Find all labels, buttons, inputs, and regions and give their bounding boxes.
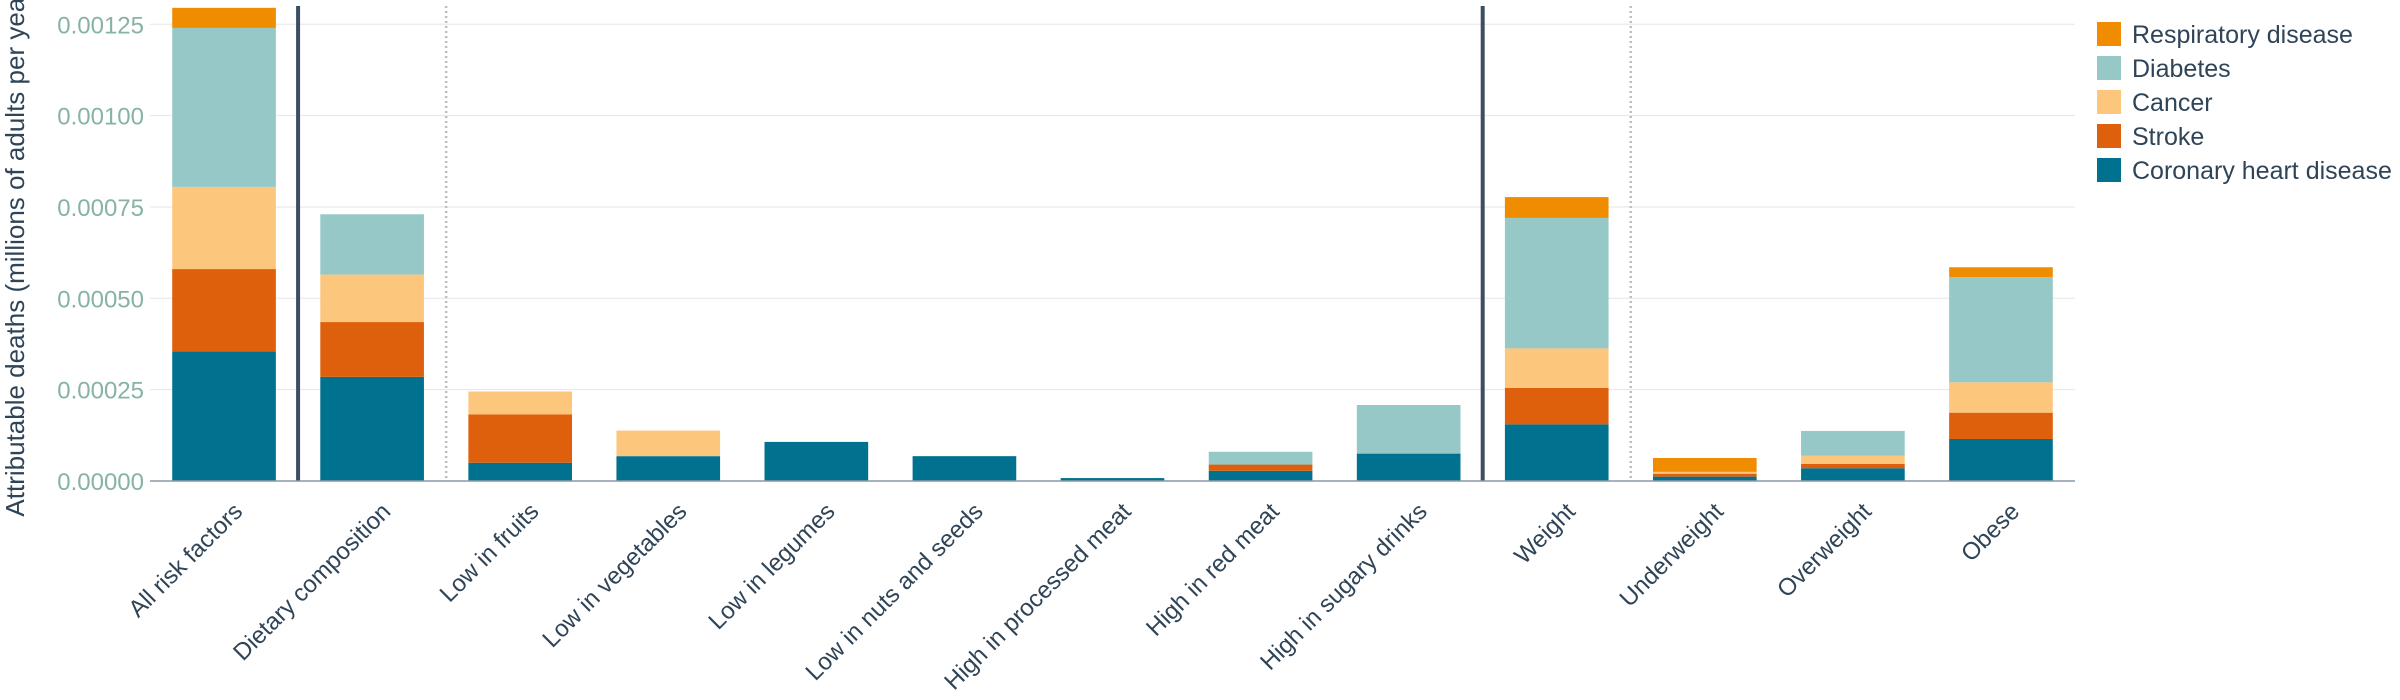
y-tick-label: 0.00000 <box>57 469 144 496</box>
bar-segment <box>320 376 424 481</box>
y-tick-label: 0.00075 <box>57 195 144 222</box>
y-tick-label: 0.00125 <box>57 12 144 39</box>
y-tick-label: 0.00100 <box>57 104 144 131</box>
x-tick-label: Weight <box>1509 498 1581 570</box>
bar-segment <box>1801 463 1905 469</box>
x-tick-label: Obese <box>1956 498 2025 567</box>
bar-segment <box>172 27 276 187</box>
y-tick-label: 0.00025 <box>57 378 144 405</box>
bar-segment <box>616 456 721 481</box>
bar-segment <box>1801 455 1905 464</box>
legend-label: Respiratory disease <box>2132 21 2353 49</box>
bar-segment <box>320 322 424 377</box>
bar-segment <box>1949 277 2053 383</box>
legend-swatch <box>2097 56 2121 80</box>
bar-segment <box>1801 430 1905 456</box>
bar-segment <box>172 351 276 481</box>
bar-segment <box>1208 451 1313 465</box>
bar-segment <box>1652 476 1757 481</box>
bar-segment <box>1949 412 2053 439</box>
bar-segment <box>1504 387 1609 425</box>
bar-segment <box>1504 424 1609 481</box>
bar-segment <box>172 269 276 352</box>
bar-segment <box>616 430 721 457</box>
x-tick-label: Underweight <box>1615 498 1730 613</box>
gridlines <box>150 23 2075 391</box>
bar-segment <box>1652 471 1757 474</box>
bar-segment <box>1504 348 1609 388</box>
x-tick-label: Low in legumes <box>703 498 840 635</box>
bar-segment <box>172 186 276 270</box>
bar-segment <box>320 214 424 275</box>
x-tick-label: All risk factors <box>123 498 248 623</box>
legend-swatch <box>2097 22 2121 46</box>
bar-segment <box>912 456 1017 481</box>
bar-segment <box>764 441 869 481</box>
bar-segment <box>1208 464 1313 471</box>
bar-segment <box>1208 470 1313 481</box>
legend-swatch <box>2097 158 2121 182</box>
x-tick-label: Low in vegetables <box>537 498 692 653</box>
bar-segment <box>1949 267 2053 278</box>
legend-label: Stroke <box>2132 123 2204 151</box>
bar-segment <box>1652 457 1757 472</box>
bar-segment <box>468 462 573 481</box>
bar-segment <box>1504 197 1609 218</box>
x-tick-label: High in sugary drinks <box>1255 498 1433 676</box>
legend-label: Coronary heart disease <box>2132 157 2392 185</box>
bar-segment <box>468 391 573 415</box>
x-tick-label: Dietary composition <box>228 498 396 666</box>
bar-segment <box>320 274 424 323</box>
y-axis-title: Attributable deaths (millions of adults … <box>0 0 30 517</box>
bar-segment <box>1060 478 1165 481</box>
legend-label: Diabetes <box>2132 55 2231 83</box>
legend-swatch <box>2097 90 2121 114</box>
y-tick-label: 0.00050 <box>57 286 144 313</box>
bar-segment <box>1949 438 2053 481</box>
bar-segment <box>1949 382 2053 413</box>
legend-swatch <box>2097 124 2121 148</box>
legend-label: Cancer <box>2132 89 2213 117</box>
bar-segment <box>172 7 276 28</box>
bar-segment <box>468 414 573 463</box>
bar-segment <box>1356 453 1461 481</box>
bars <box>172 7 2053 481</box>
x-tick-label: Low in fruits <box>435 498 545 608</box>
bar-segment <box>1801 468 1905 481</box>
x-tick-label: High in red meat <box>1141 498 1285 642</box>
bar-segment <box>1652 473 1757 477</box>
bar-segment <box>1504 217 1609 349</box>
group-separators <box>296 6 1633 481</box>
legend: Respiratory disease Diabetes Cancer Stroke C… <box>2097 21 2392 185</box>
x-tick-label: Overweight <box>1772 498 1877 603</box>
y-axis-ticks: 0.00000 0.00025 0.00050 0.00075 0.00100 0.001… <box>57 12 144 496</box>
bar-segment <box>1356 405 1461 454</box>
